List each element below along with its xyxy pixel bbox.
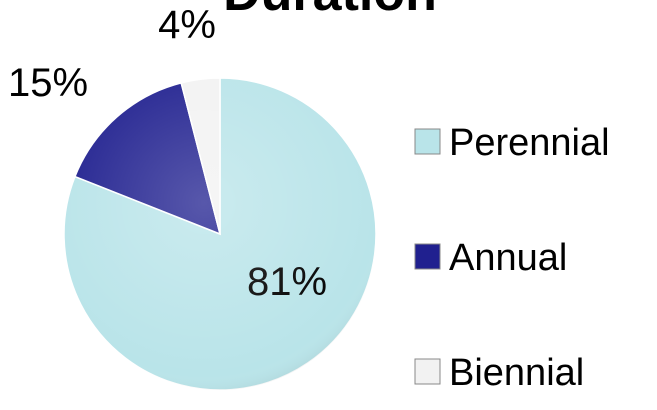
legend-label: Annual <box>449 237 567 279</box>
legend-swatch <box>414 128 441 155</box>
pie: 81% 15% 4% <box>8 3 377 391</box>
data-label: 4% <box>158 3 216 47</box>
legend-label: Perennial <box>449 122 610 164</box>
legend-swatch <box>414 243 441 270</box>
legend-label: Biennial <box>449 352 584 394</box>
chart-title: Duration <box>223 0 437 22</box>
data-label: 15% <box>8 61 88 105</box>
legend-swatch <box>414 358 441 385</box>
legend: Perennial Annual Biennial <box>414 122 610 394</box>
data-label: 81% <box>247 260 327 304</box>
